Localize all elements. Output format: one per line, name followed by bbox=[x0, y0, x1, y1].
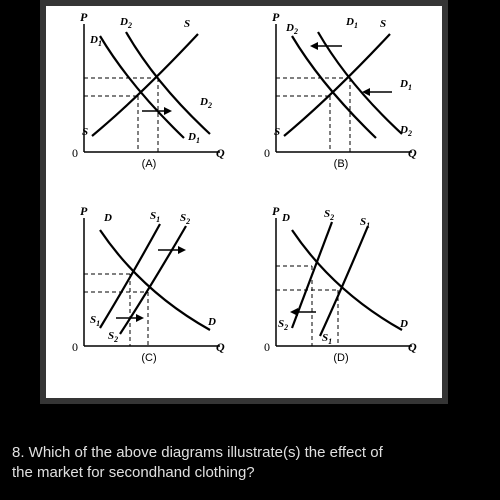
question-text: 8. Which of the above diagrams illustrat… bbox=[12, 443, 500, 484]
panel-a-caption: (A) bbox=[134, 158, 164, 170]
panel-a-d2-bottom: D2 bbox=[200, 96, 212, 110]
panel-c-d-top: D bbox=[104, 212, 112, 224]
panel-d-y-axis: P bbox=[272, 204, 279, 219]
question-line-2: the market for secondhand clothing? bbox=[12, 464, 255, 481]
panel-d-x-axis: Q bbox=[408, 340, 417, 355]
panel-d-caption: (D) bbox=[326, 352, 356, 364]
question-line-1: 8. Which of the above diagrams illustrat… bbox=[12, 444, 383, 461]
panel-b-s-top: S bbox=[380, 18, 386, 30]
panel-c: P 0 Q D S1 S2 D S1 S2 (C) bbox=[60, 210, 228, 384]
panel-b-origin: 0 bbox=[264, 146, 270, 161]
panel-c-s1-bottom: S1 bbox=[90, 314, 100, 328]
panel-d-s1-top: S1 bbox=[360, 216, 370, 230]
panel-d-s2-top: S2 bbox=[324, 208, 334, 222]
panel-d-s2-bottom: S2 bbox=[278, 318, 288, 332]
panel-a-s-bottom: S bbox=[82, 126, 88, 138]
figure-frame: P 0 Q D2 D1 S D2 D1 S (A) bbox=[40, 0, 448, 404]
panel-b-d2-top: D2 bbox=[286, 22, 298, 36]
panel-a-d1-top: D1 bbox=[90, 34, 102, 48]
panel-b-y-axis: P bbox=[272, 10, 279, 25]
panel-c-x-axis: Q bbox=[216, 340, 225, 355]
panel-b: P 0 Q D1 D2 S D1 D2 S (B) bbox=[252, 16, 420, 190]
panel-d-s1-bottom: S1 bbox=[322, 332, 332, 346]
panel-c-s1-top: S1 bbox=[150, 210, 160, 224]
figure-inner: P 0 Q D2 D1 S D2 D1 S (A) bbox=[46, 6, 442, 398]
panel-c-s2-bottom: S2 bbox=[108, 330, 118, 344]
panel-b-x-axis: Q bbox=[408, 146, 417, 161]
panel-d-origin: 0 bbox=[264, 340, 270, 355]
panel-d-d-top: D bbox=[282, 212, 290, 224]
panel-a-origin: 0 bbox=[72, 146, 78, 161]
panel-a-x-axis: Q bbox=[216, 146, 225, 161]
panel-b-d1-top: D1 bbox=[346, 16, 358, 30]
panel-d-d-bottom: D bbox=[400, 318, 408, 330]
panel-d-svg bbox=[252, 210, 420, 364]
panel-c-y-axis: P bbox=[80, 204, 87, 219]
panel-a: P 0 Q D2 D1 S D2 D1 S (A) bbox=[60, 16, 228, 190]
panel-a-s-top: S bbox=[184, 18, 190, 30]
panel-d: P 0 Q D S2 S1 D S2 S1 (D) bbox=[252, 210, 420, 384]
panel-b-d2-bottom: D2 bbox=[400, 124, 412, 138]
panel-c-svg bbox=[60, 210, 228, 364]
panel-c-d-bottom: D bbox=[208, 316, 216, 328]
panel-b-svg bbox=[252, 16, 420, 170]
panel-c-origin: 0 bbox=[72, 340, 78, 355]
panel-b-s-bottom: S bbox=[274, 126, 280, 138]
panel-c-s2-top: S2 bbox=[180, 212, 190, 226]
panel-a-svg bbox=[60, 16, 228, 170]
panel-b-d1-bottom: D1 bbox=[400, 78, 412, 92]
panel-a-y-axis: P bbox=[80, 10, 87, 25]
panel-a-d2-top: D2 bbox=[120, 16, 132, 30]
panel-c-caption: (C) bbox=[134, 352, 164, 364]
panel-b-caption: (B) bbox=[326, 158, 356, 170]
panel-a-d1-bottom: D1 bbox=[188, 131, 200, 145]
